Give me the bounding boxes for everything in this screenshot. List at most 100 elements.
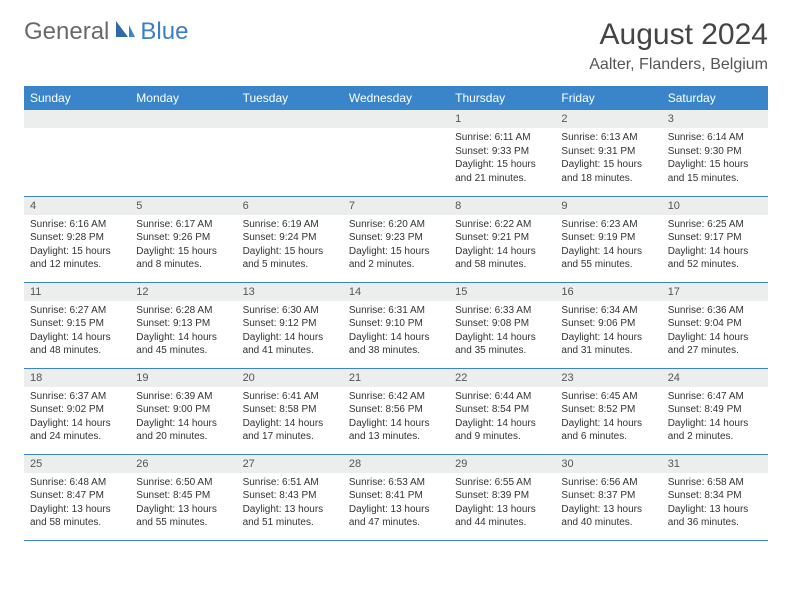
day-details: Sunrise: 6:39 AMSunset: 9:00 PMDaylight:…: [130, 387, 236, 447]
day-details: Sunrise: 6:51 AMSunset: 8:43 PMDaylight:…: [237, 473, 343, 533]
day-details: Sunrise: 6:37 AMSunset: 9:02 PMDaylight:…: [24, 387, 130, 447]
day-details: Sunrise: 6:45 AMSunset: 8:52 PMDaylight:…: [555, 387, 661, 447]
calendar-week-row: 18Sunrise: 6:37 AMSunset: 9:02 PMDayligh…: [24, 368, 768, 454]
day-details: Sunrise: 6:11 AMSunset: 9:33 PMDaylight:…: [449, 128, 555, 188]
day-details: Sunrise: 6:44 AMSunset: 8:54 PMDaylight:…: [449, 387, 555, 447]
day-details: Sunrise: 6:48 AMSunset: 8:47 PMDaylight:…: [24, 473, 130, 533]
calendar-day-cell: 15Sunrise: 6:33 AMSunset: 9:08 PMDayligh…: [449, 282, 555, 368]
calendar-day-cell: 12Sunrise: 6:28 AMSunset: 9:13 PMDayligh…: [130, 282, 236, 368]
calendar-day-cell: 11Sunrise: 6:27 AMSunset: 9:15 PMDayligh…: [24, 282, 130, 368]
weekday-header: Thursday: [449, 86, 555, 110]
calendar-day-cell: 26Sunrise: 6:50 AMSunset: 8:45 PMDayligh…: [130, 454, 236, 540]
calendar-day-cell: 7Sunrise: 6:20 AMSunset: 9:23 PMDaylight…: [343, 196, 449, 282]
day-number: 10: [662, 197, 768, 215]
day-number: 11: [24, 283, 130, 301]
day-details: Sunrise: 6:36 AMSunset: 9:04 PMDaylight:…: [662, 301, 768, 361]
day-number: 27: [237, 455, 343, 473]
calendar-day-cell: 28Sunrise: 6:53 AMSunset: 8:41 PMDayligh…: [343, 454, 449, 540]
calendar-day-cell: 22Sunrise: 6:44 AMSunset: 8:54 PMDayligh…: [449, 368, 555, 454]
calendar-week-row: 11Sunrise: 6:27 AMSunset: 9:15 PMDayligh…: [24, 282, 768, 368]
weekday-header: Monday: [130, 86, 236, 110]
calendar-day-cell: 24Sunrise: 6:47 AMSunset: 8:49 PMDayligh…: [662, 368, 768, 454]
day-details: Sunrise: 6:28 AMSunset: 9:13 PMDaylight:…: [130, 301, 236, 361]
day-details: Sunrise: 6:13 AMSunset: 9:31 PMDaylight:…: [555, 128, 661, 188]
day-details: Sunrise: 6:14 AMSunset: 9:30 PMDaylight:…: [662, 128, 768, 188]
day-details: Sunrise: 6:41 AMSunset: 8:58 PMDaylight:…: [237, 387, 343, 447]
calendar-day-cell: 25Sunrise: 6:48 AMSunset: 8:47 PMDayligh…: [24, 454, 130, 540]
location: Aalter, Flanders, Belgium: [589, 56, 768, 74]
calendar-day-cell: 2Sunrise: 6:13 AMSunset: 9:31 PMDaylight…: [555, 110, 661, 196]
calendar-week-row: 25Sunrise: 6:48 AMSunset: 8:47 PMDayligh…: [24, 454, 768, 540]
day-number: 31: [662, 455, 768, 473]
day-details: Sunrise: 6:53 AMSunset: 8:41 PMDaylight:…: [343, 473, 449, 533]
month-title: August 2024: [589, 18, 768, 52]
calendar-day-cell: 27Sunrise: 6:51 AMSunset: 8:43 PMDayligh…: [237, 454, 343, 540]
calendar-day-cell: [343, 110, 449, 196]
day-details: Sunrise: 6:22 AMSunset: 9:21 PMDaylight:…: [449, 215, 555, 275]
day-number: 5: [130, 197, 236, 215]
header: General Blue August 2024 Aalter, Flander…: [24, 18, 768, 74]
calendar-day-cell: 18Sunrise: 6:37 AMSunset: 9:02 PMDayligh…: [24, 368, 130, 454]
weekday-header: Wednesday: [343, 86, 449, 110]
calendar-week-row: 4Sunrise: 6:16 AMSunset: 9:28 PMDaylight…: [24, 196, 768, 282]
day-details: Sunrise: 6:47 AMSunset: 8:49 PMDaylight:…: [662, 387, 768, 447]
calendar-day-cell: [24, 110, 130, 196]
calendar-day-cell: 29Sunrise: 6:55 AMSunset: 8:39 PMDayligh…: [449, 454, 555, 540]
day-number: 30: [555, 455, 661, 473]
day-details: Sunrise: 6:30 AMSunset: 9:12 PMDaylight:…: [237, 301, 343, 361]
logo-sail-icon: [114, 18, 136, 46]
day-details: Sunrise: 6:23 AMSunset: 9:19 PMDaylight:…: [555, 215, 661, 275]
day-number: 22: [449, 369, 555, 387]
day-details: Sunrise: 6:17 AMSunset: 9:26 PMDaylight:…: [130, 215, 236, 275]
calendar-day-cell: [130, 110, 236, 196]
calendar-day-cell: 5Sunrise: 6:17 AMSunset: 9:26 PMDaylight…: [130, 196, 236, 282]
calendar-day-cell: 9Sunrise: 6:23 AMSunset: 9:19 PMDaylight…: [555, 196, 661, 282]
day-details: Sunrise: 6:25 AMSunset: 9:17 PMDaylight:…: [662, 215, 768, 275]
calendar-day-cell: 20Sunrise: 6:41 AMSunset: 8:58 PMDayligh…: [237, 368, 343, 454]
day-number: 20: [237, 369, 343, 387]
day-number: 4: [24, 197, 130, 215]
day-number: 18: [24, 369, 130, 387]
calendar-day-cell: [237, 110, 343, 196]
weekday-header: Sunday: [24, 86, 130, 110]
day-number: 8: [449, 197, 555, 215]
calendar-day-cell: 4Sunrise: 6:16 AMSunset: 9:28 PMDaylight…: [24, 196, 130, 282]
calendar-day-cell: 23Sunrise: 6:45 AMSunset: 8:52 PMDayligh…: [555, 368, 661, 454]
weekday-header: Saturday: [662, 86, 768, 110]
day-number: 1: [449, 110, 555, 128]
day-number: 7: [343, 197, 449, 215]
calendar-day-cell: 1Sunrise: 6:11 AMSunset: 9:33 PMDaylight…: [449, 110, 555, 196]
day-details: Sunrise: 6:42 AMSunset: 8:56 PMDaylight:…: [343, 387, 449, 447]
logo-text-blue: Blue: [140, 18, 188, 46]
day-details: Sunrise: 6:27 AMSunset: 9:15 PMDaylight:…: [24, 301, 130, 361]
day-number: 9: [555, 197, 661, 215]
day-number: 28: [343, 455, 449, 473]
day-details: Sunrise: 6:31 AMSunset: 9:10 PMDaylight:…: [343, 301, 449, 361]
logo: General Blue: [24, 18, 188, 46]
calendar-table: SundayMondayTuesdayWednesdayThursdayFrid…: [24, 86, 768, 541]
calendar-day-cell: 17Sunrise: 6:36 AMSunset: 9:04 PMDayligh…: [662, 282, 768, 368]
day-number: 14: [343, 283, 449, 301]
calendar-day-cell: 16Sunrise: 6:34 AMSunset: 9:06 PMDayligh…: [555, 282, 661, 368]
day-details: Sunrise: 6:16 AMSunset: 9:28 PMDaylight:…: [24, 215, 130, 275]
weekday-header: Tuesday: [237, 86, 343, 110]
day-details: Sunrise: 6:50 AMSunset: 8:45 PMDaylight:…: [130, 473, 236, 533]
day-details: Sunrise: 6:34 AMSunset: 9:06 PMDaylight:…: [555, 301, 661, 361]
calendar-day-cell: 14Sunrise: 6:31 AMSunset: 9:10 PMDayligh…: [343, 282, 449, 368]
day-details: Sunrise: 6:55 AMSunset: 8:39 PMDaylight:…: [449, 473, 555, 533]
day-details: Sunrise: 6:20 AMSunset: 9:23 PMDaylight:…: [343, 215, 449, 275]
day-details: Sunrise: 6:56 AMSunset: 8:37 PMDaylight:…: [555, 473, 661, 533]
day-number: 13: [237, 283, 343, 301]
calendar-day-cell: 6Sunrise: 6:19 AMSunset: 9:24 PMDaylight…: [237, 196, 343, 282]
day-number: 23: [555, 369, 661, 387]
day-details: Sunrise: 6:58 AMSunset: 8:34 PMDaylight:…: [662, 473, 768, 533]
calendar-day-cell: 30Sunrise: 6:56 AMSunset: 8:37 PMDayligh…: [555, 454, 661, 540]
day-number: 2: [555, 110, 661, 128]
weekday-header: Friday: [555, 86, 661, 110]
day-number: 19: [130, 369, 236, 387]
calendar-day-cell: 19Sunrise: 6:39 AMSunset: 9:00 PMDayligh…: [130, 368, 236, 454]
calendar-day-cell: 13Sunrise: 6:30 AMSunset: 9:12 PMDayligh…: [237, 282, 343, 368]
day-number: 25: [24, 455, 130, 473]
day-number: 6: [237, 197, 343, 215]
calendar-day-cell: 31Sunrise: 6:58 AMSunset: 8:34 PMDayligh…: [662, 454, 768, 540]
